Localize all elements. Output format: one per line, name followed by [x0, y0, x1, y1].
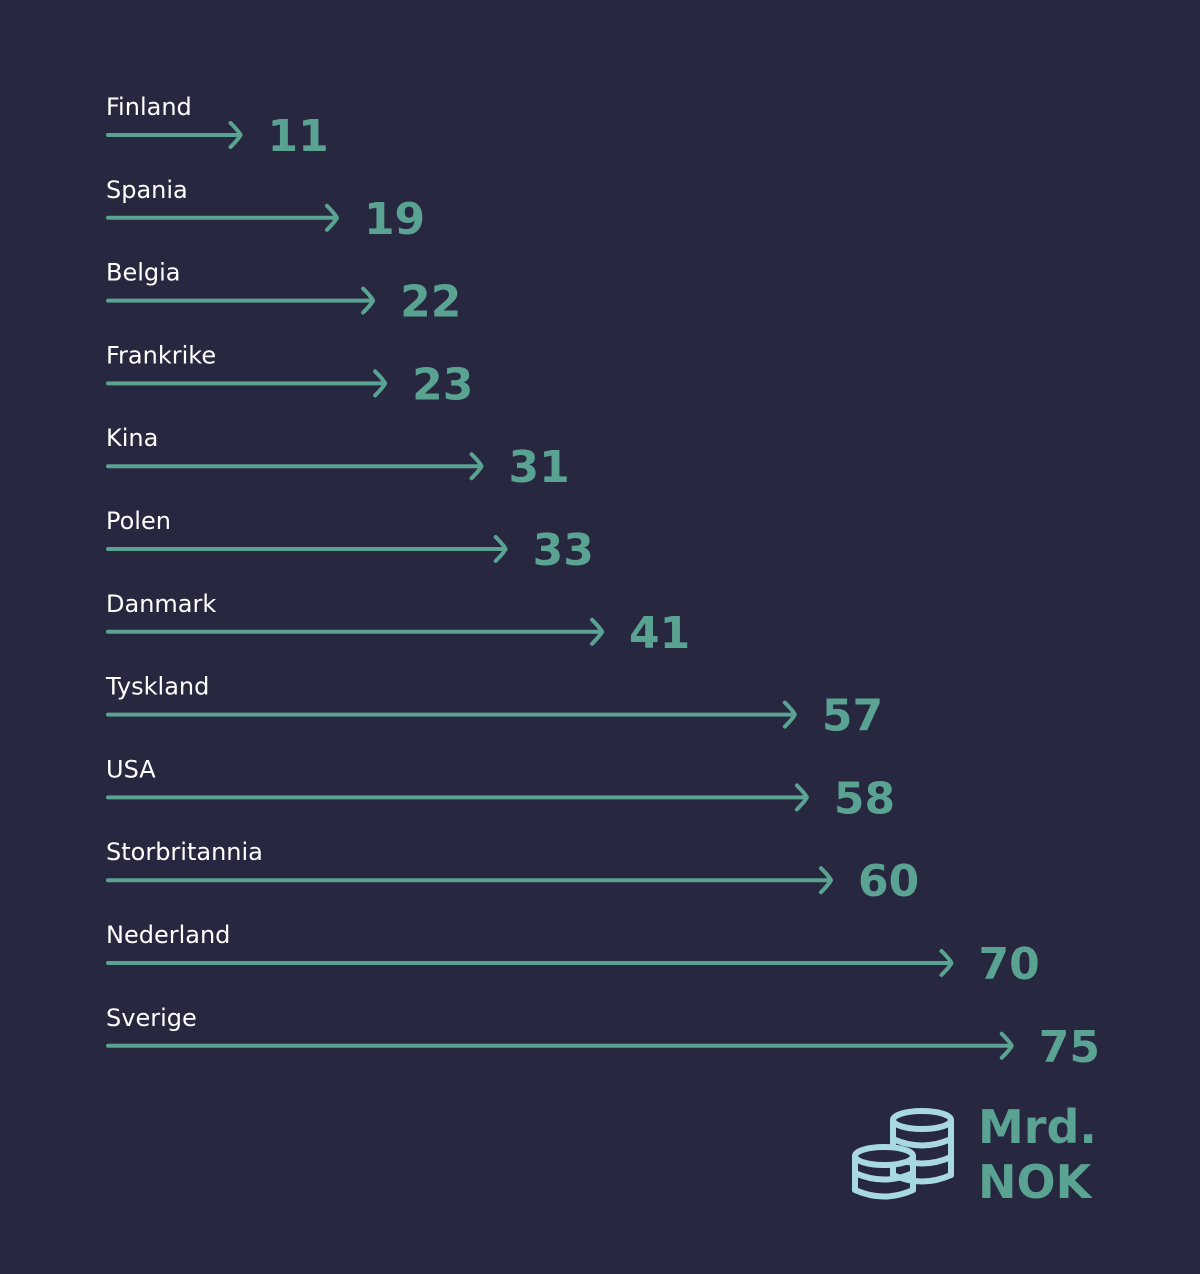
bar-arrow-head	[590, 617, 605, 646]
unit-legend: Mrd. NOK	[852, 1100, 1097, 1209]
bar-arrow-head	[469, 452, 484, 481]
category-label: Sverige	[106, 1004, 197, 1032]
bar-arrow-head	[782, 700, 797, 729]
value-label: 70	[979, 939, 1040, 990]
category-label: Kina	[106, 424, 158, 452]
category-label: Frankrike	[106, 341, 216, 369]
bar-row: Storbritannia 60	[106, 838, 919, 907]
bar-arrow-head	[228, 121, 243, 149]
bar-arrow-head	[794, 783, 809, 812]
value-label: 58	[834, 773, 895, 824]
value-label: 41	[629, 608, 690, 659]
bar-row: Frankrike 23	[106, 341, 473, 410]
bar-arrow-head	[939, 949, 954, 977]
value-label: 11	[268, 111, 329, 162]
bar-arrow-head	[999, 1031, 1014, 1060]
category-label: Tyskland	[105, 673, 209, 701]
bar-row: Sverige 75	[106, 1004, 1100, 1073]
unit-line-2: NOK	[978, 1155, 1094, 1209]
bar-arrow-head	[361, 286, 376, 315]
bar-row: Kina 31	[106, 424, 570, 493]
bar-row: Nederland 70	[106, 921, 1040, 990]
bar-arrow-head	[324, 203, 339, 232]
value-label: 75	[1039, 1022, 1100, 1073]
category-label: Belgia	[106, 259, 181, 287]
category-label: Polen	[106, 507, 171, 535]
bar-row: Danmark 41	[106, 590, 690, 659]
bar-arrow-head	[373, 369, 388, 398]
bar-arrow-head	[819, 866, 833, 895]
value-label: 60	[858, 856, 919, 907]
value-label: 22	[400, 277, 461, 328]
category-label: Danmark	[106, 590, 216, 618]
value-label: 19	[364, 194, 425, 245]
bar-row: Tyskland 57	[105, 673, 883, 742]
category-label: Nederland	[106, 921, 230, 949]
chart-rows: Finland 11 Spania 19 Belgia 22 Frankrike 23 Kina…	[105, 93, 1100, 1073]
category-label: USA	[106, 755, 156, 783]
bar-row: Polen 33	[106, 507, 594, 576]
bar-row: Belgia 22	[106, 259, 461, 328]
coins-icon	[852, 1108, 954, 1200]
category-label: Storbritannia	[106, 838, 263, 866]
category-label: Finland	[106, 93, 192, 121]
unit-line-1: Mrd.	[978, 1100, 1097, 1154]
bar-row: Finland 11	[106, 93, 329, 162]
bar-row: Spania 19	[106, 176, 425, 245]
value-label: 23	[412, 359, 473, 410]
value-label: 57	[822, 691, 883, 742]
category-label: Spania	[106, 176, 188, 204]
value-label: 33	[533, 525, 594, 576]
bar-arrow-head	[493, 535, 508, 563]
bar-row: USA 58	[106, 755, 895, 824]
value-label: 31	[509, 442, 570, 493]
